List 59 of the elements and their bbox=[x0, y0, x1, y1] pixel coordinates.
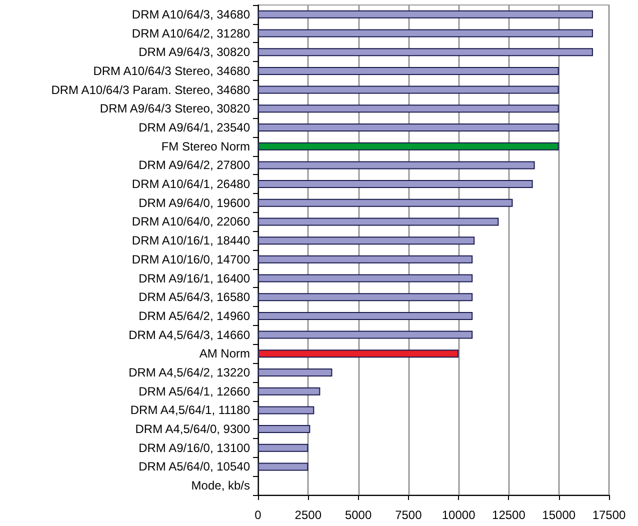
y-tick-label: DRM A4,5/64/1, 11180 bbox=[130, 403, 250, 418]
bar bbox=[258, 198, 513, 207]
bar bbox=[258, 86, 559, 94]
y-tick-label: DRM A10/64/1, 26480 bbox=[132, 177, 250, 192]
x-tick-label: 10000 bbox=[442, 508, 476, 522]
y-tick-label: DRM A4,5/64/2, 13220 bbox=[128, 366, 250, 380]
bar bbox=[258, 124, 559, 132]
bar bbox=[258, 29, 593, 38]
y-tick-label: DRM A9/64/3 Stereo, 30820 bbox=[100, 102, 250, 116]
y-tick-label: DRM A4,5/64/3, 14660 bbox=[128, 328, 250, 342]
bar bbox=[258, 255, 473, 264]
y-tick-label: DRM A4,5/64/0, 9300 bbox=[135, 422, 250, 436]
y-tick-label: DRM A10/64/2, 31280 bbox=[132, 26, 250, 40]
x-tick-label: 5000 bbox=[344, 508, 372, 522]
x-tick-label: 17500 bbox=[592, 508, 626, 522]
x-tick-label: 0 bbox=[254, 508, 262, 522]
x-tick-label: 7500 bbox=[395, 508, 422, 522]
y-tick-label: DRM A10/64/0, 22060 bbox=[132, 214, 250, 229]
y-tick-label: DRM A10/64/3 Param. Stereo, 34680 bbox=[51, 82, 250, 97]
y-tick-label: DRM A10/64/3, 34680 bbox=[132, 7, 250, 22]
bar bbox=[258, 218, 499, 226]
y-tick-label: DRM A9/16/0, 13100 bbox=[138, 440, 250, 455]
bar bbox=[258, 350, 459, 358]
bar bbox=[258, 104, 559, 113]
bar bbox=[258, 10, 593, 18]
y-tick-label: FM Stereo Norm bbox=[161, 139, 250, 154]
x-tick-label: 12500 bbox=[492, 508, 526, 522]
x-tick-label: 15000 bbox=[542, 508, 576, 522]
y-tick-label: AM Norm bbox=[199, 346, 250, 361]
bar bbox=[258, 161, 535, 170]
y-tick-label: DRM A5/64/0, 10540 bbox=[138, 460, 250, 474]
y-tick-label: DRM A9/16/1, 16400 bbox=[138, 271, 250, 286]
bar bbox=[258, 274, 473, 282]
bar bbox=[258, 66, 559, 75]
bar bbox=[258, 406, 314, 414]
bar bbox=[258, 293, 473, 302]
bar bbox=[258, 462, 308, 471]
bar bbox=[258, 425, 310, 434]
x-tick-label: 2500 bbox=[294, 508, 322, 522]
bar bbox=[258, 330, 473, 339]
y-tick-label: DRM A10/16/0, 14700 bbox=[132, 252, 250, 266]
y-tick-label: DRM A5/64/2, 14960 bbox=[138, 308, 250, 323]
bar bbox=[258, 368, 332, 376]
y-tick-label: DRM A10/64/3 Stereo, 34680 bbox=[93, 64, 250, 78]
y-tick-label: Mode, kb/s bbox=[191, 478, 250, 493]
y-tick-label: DRM A9/64/3, 30820 bbox=[138, 45, 250, 60]
bar bbox=[258, 142, 559, 150]
y-tick-label: DRM A5/64/1, 12660 bbox=[138, 384, 250, 398]
y-tick-label: DRM A9/64/1, 23540 bbox=[138, 120, 250, 134]
bar bbox=[258, 387, 320, 396]
y-tick-label: DRM A5/64/3, 16580 bbox=[138, 290, 250, 304]
y-tick-label: DRM A9/64/2, 27800 bbox=[138, 158, 250, 172]
bar bbox=[258, 236, 475, 245]
bar bbox=[258, 48, 593, 56]
bar bbox=[258, 444, 308, 452]
bar bbox=[258, 180, 533, 188]
bar bbox=[258, 312, 473, 320]
y-tick-label: DRM A9/64/0, 19600 bbox=[138, 196, 250, 210]
y-tick-label: DRM A10/16/1, 18440 bbox=[132, 234, 250, 248]
